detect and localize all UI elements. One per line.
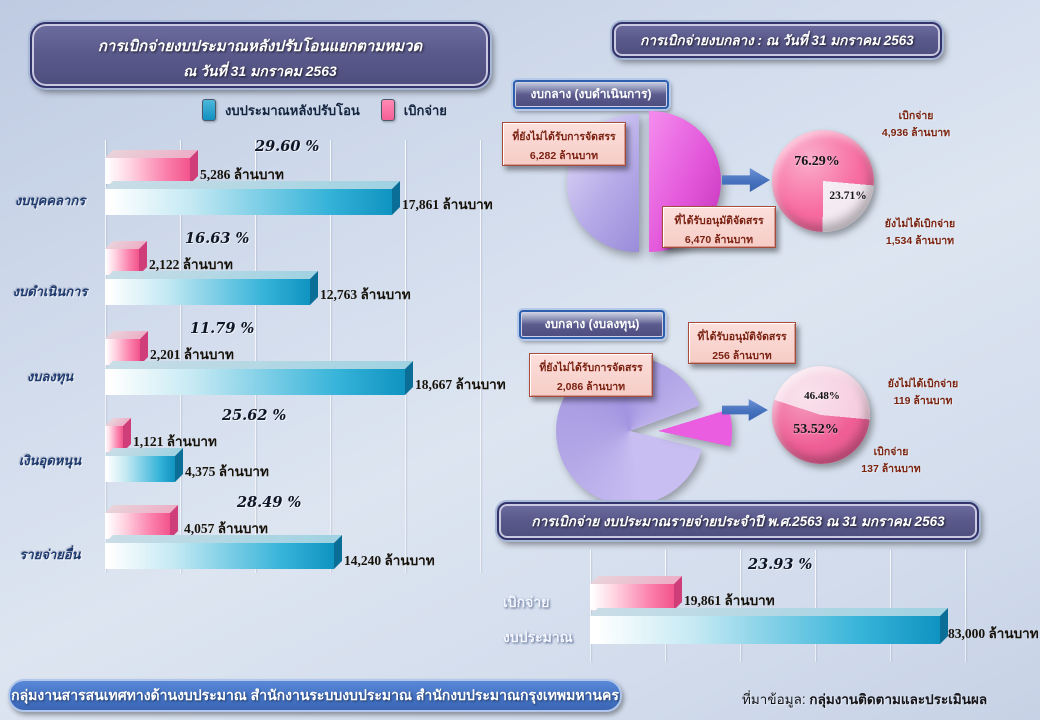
value-spent-personnel: 5,286 ล้านบาท [200,167,284,182]
callout-operating-unallocated-value: 6,282 ล้านบาท [529,150,599,162]
value-spent-other: 4,057 ล้านบาท [184,521,268,536]
note-capital-unspent: ยังไม่ได้เบิกจ่าย 119 ล้านบาท [864,376,982,410]
pie-capital-disbursement [772,366,870,464]
category-label-operating: งบดำเนินการ [12,284,88,299]
legend-swatch-spent-icon [380,99,395,121]
value-spent-capital: 2,201 ล้านบาท [150,347,234,362]
bar-budget-personnel [105,189,392,215]
value-budget-operating: 12,763 ล้านบาท [320,287,411,302]
gridline [890,550,891,662]
bar-spent-personnel [105,158,190,184]
value-budget-capital: 18,667 ล้านบาท [415,377,506,392]
note-operating-unspent: ยังไม่ได้เบิกจ่าย 1,534 ล้านบาท [856,216,984,250]
note-operating-spent-value: 4,936 ล้านบาท [881,126,951,139]
callout-capital-allocated-value: 256 ล้านบาท [712,350,772,362]
bar-budget-subsidy [105,456,175,482]
bar-annual-spent [590,584,674,610]
callout-operating-unallocated: ที่ยังไม่ได้รับการจัดสรร 6,282 ล้านบาท [502,122,626,166]
category-label-subsidy: เงินอุดหนุน [18,453,82,468]
legend: งบประมาณหลังปรับโอน เบิกจ่าย [202,99,459,121]
bar-budget-other [105,543,334,569]
callout-capital-unallocated-value: 2,086 ล้านบาท [556,381,626,393]
gridline [965,550,966,662]
callout-operating-allocated-value: 6,470 ล้านบาท [684,234,754,246]
callout-capital-unallocated-label: ที่ยังไม่ได้รับการจัดสรร [539,362,643,374]
category-label-other: รายจ่ายอื่น [19,547,81,562]
pie-capital-spent-pct: 53.52% [793,422,839,437]
gridline [330,140,331,573]
value-annual-spent: 19,861 ล้านบาท [684,593,775,608]
central-fund-title: การเบิกจ่ายงบกลาง : ณ วันที่ 31 มกราคม 2… [640,33,914,48]
gridline [740,550,741,662]
percent-label-other: 28.49 % [237,494,302,511]
callout-operating-unallocated-label: ที่ยังไม่ได้รับการจัดสรร [512,131,616,143]
footer-org-banner: กลุ่มงานสารสนเทศทางด้านงบประมาณ สำนักงาน… [8,679,622,712]
annual-percent-label: 23.93 % [748,556,813,573]
central-fund-title-box: การเบิกจ่ายงบกลาง : ณ วันที่ 31 มกราคม 2… [612,22,942,58]
left-chart-title-line2: ณ วันที่ 31 มกราคม 2563 [183,63,337,79]
value-budget-subsidy: 4,375 ล้านบาท [185,464,269,479]
category-label-personnel: งบบุคคลากร [14,193,86,208]
note-capital-spent-value: 137 ล้านบาท [861,462,921,475]
pie-operating-unspent-pct: 23.71% [829,190,867,202]
callout-operating-allocated-label: ที่ได้รับอนุมัติจัดสรร [674,215,764,227]
data-source-value: กลุ่มงานติดตามและประเมินผล [809,692,988,707]
value-budget-other: 14,240 ล้านบาท [344,553,435,568]
value-spent-subsidy: 1,121 ล้านบาท [133,434,217,449]
operating-header-box: งบกลาง (งบดำเนินการ) [513,80,669,109]
callout-operating-allocated: ที่ได้รับอนุมัติจัดสรร 6,470 ล้านบาท [662,206,776,248]
callout-capital-allocated-label: ที่ได้รับอนุมัติจัดสรร [697,331,787,343]
category-label-capital: งบลงทุน [26,369,74,384]
bar-budget-capital [105,369,405,395]
annual-category-spent: เบิกจ่าย [503,594,550,610]
percent-label-subsidy: 25.62 % [222,407,287,424]
legend-label-spent: เบิกจ่าย [403,102,447,118]
callout-capital-allocated: ที่ได้รับอนุมัติจัดสรร 256 ล้านบาท [688,322,796,364]
bar-budget-operating [105,279,310,305]
gridline [815,550,816,662]
left-chart-title-line1: การเบิกจ่ายงบประมาณหลังปรับโอนแยกตามหมวด [97,38,423,55]
note-capital-spent-label: เบิกจ่าย [873,446,909,458]
gridline [405,140,406,573]
note-operating-unspent-label: ยังไม่ได้เบิกจ่าย [884,218,956,230]
bar-annual-budget [590,616,940,644]
annual-chart-title-box: การเบิกจ่าย งบประมาณรายจ่ายประจำปี พ.ศ.2… [497,502,979,540]
gridline [480,140,481,573]
callout-capital-unallocated: ที่ยังไม่ได้รับการจัดสรร 2,086 ล้านบาท [529,353,653,397]
annual-category-budget: งบประมาณ [503,629,573,645]
gridline [180,140,181,573]
annual-chart-title: การเบิกจ่าย งบประมาณรายจ่ายประจำปี พ.ศ.2… [531,514,945,529]
pie-operating-disbursement [772,130,874,232]
legend-label-budget: งบประมาณหลังปรับโอน [225,102,360,118]
value-annual-budget: 83,000 ล้านบาท [948,626,1039,641]
capital-header-box: งบกลาง (งบลงทุน) [519,310,665,339]
note-operating-spent-label: เบิกจ่าย [898,110,934,122]
value-budget-personnel: 17,861 ล้านบาท [402,197,493,212]
note-operating-unspent-value: 1,534 ล้านบาท [885,234,955,247]
gridline [255,140,256,573]
data-source: ที่มาข้อมูล: กลุ่มงานติดตามและประเมินผล [742,688,987,710]
percent-label-personnel: 29.60 % [255,138,320,155]
value-spent-operating: 2,122 ล้านบาท [149,257,233,272]
data-source-label: ที่มาข้อมูล: [742,692,810,707]
left-chart-title-box: การเบิกจ่ายงบประมาณหลังปรับโอนแยกตามหมวด… [30,22,490,88]
pie-capital-unspent-pct: 46.48% [804,390,840,402]
arrow-right-icon [722,168,770,192]
bar-spent-subsidy [105,426,123,452]
percent-label-operating: 16.63 % [185,230,250,247]
legend-swatch-budget-icon [202,99,216,121]
note-capital-unspent-value: 119 ล้านบาท [893,394,953,407]
note-operating-spent: เบิกจ่าย 4,936 ล้านบาท [862,108,970,142]
note-capital-spent: เบิกจ่าย 137 ล้านบาท [836,444,946,478]
percent-label-capital: 11.79 % [190,320,255,337]
pie-operating-spent-pct: 76.29% [794,154,840,169]
note-capital-unspent-label: ยังไม่ได้เบิกจ่าย [887,378,959,390]
